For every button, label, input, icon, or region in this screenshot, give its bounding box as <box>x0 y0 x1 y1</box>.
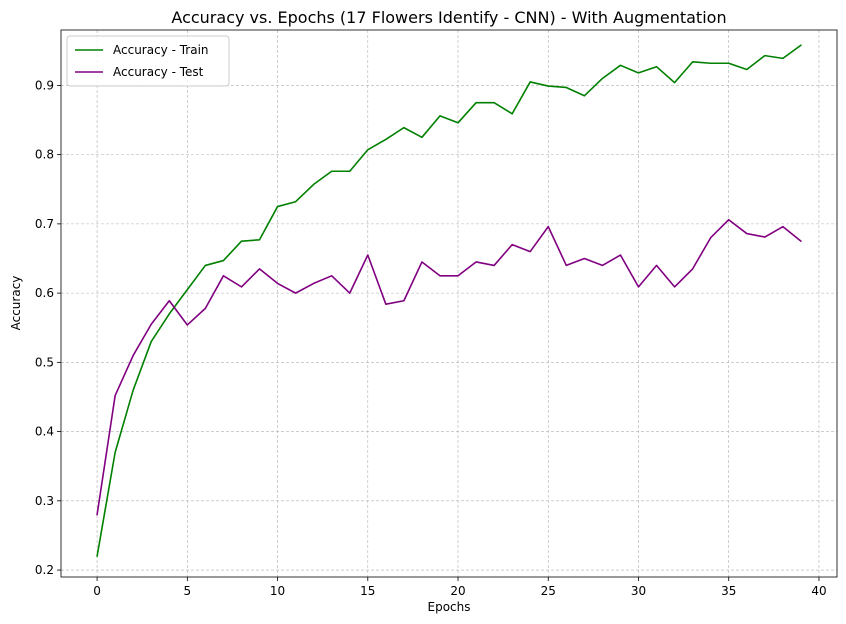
y-tick-label: 0.6 <box>35 286 54 300</box>
x-tick-label: 25 <box>541 584 556 598</box>
plot-frame <box>60 29 838 578</box>
x-tick-label: 20 <box>450 584 465 598</box>
y-tick-label: 0.8 <box>35 148 54 162</box>
y-axis: 0.2 0.3 0.4 0.5 0.6 0.7 0.8 0.9 <box>35 78 61 577</box>
legend-box <box>66 35 230 87</box>
legend: Accuracy - Train Accuracy - Test <box>66 35 230 87</box>
y-tick-label: 0.5 <box>35 355 54 369</box>
x-tick-label: 40 <box>811 584 826 598</box>
x-axis: 0 5 10 15 20 25 30 35 40 <box>93 577 827 598</box>
y-tick-label: 0.7 <box>35 217 54 231</box>
series-line-accuracy-test <box>96 218 802 516</box>
x-tick-label: 0 <box>93 584 101 598</box>
y-tick-label: 0.2 <box>35 563 54 577</box>
legend-label-train: Accuracy - Train <box>113 43 209 57</box>
x-tick-label: 15 <box>360 584 375 598</box>
x-tick-label: 30 <box>631 584 646 598</box>
y-tick-label: 0.9 <box>35 78 54 92</box>
y-tick-label: 0.4 <box>35 425 54 439</box>
y-tick-label: 0.3 <box>35 494 54 508</box>
chart-title: Accuracy vs. Epochs (17 Flowers Identify… <box>171 8 726 27</box>
x-tick-label: 5 <box>184 584 192 598</box>
legend-label-test: Accuracy - Test <box>113 65 204 79</box>
x-tick-label: 35 <box>721 584 736 598</box>
y-axis-label: Accuracy <box>9 276 23 331</box>
x-tick-label: 10 <box>270 584 285 598</box>
series-line-accuracy-train <box>96 44 802 558</box>
x-axis-label: Epochs <box>428 600 471 614</box>
grid <box>61 30 837 577</box>
series-layer <box>96 44 802 558</box>
